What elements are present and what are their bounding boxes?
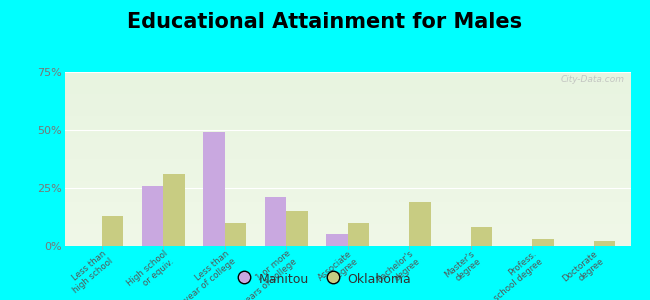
Bar xyxy=(471,227,492,246)
Bar xyxy=(532,239,554,246)
Bar xyxy=(326,234,348,246)
Bar xyxy=(102,216,124,246)
Bar xyxy=(348,223,369,246)
Bar xyxy=(163,174,185,246)
Bar xyxy=(203,132,225,246)
Text: City-Data.com: City-Data.com xyxy=(561,76,625,85)
Text: Educational Attainment for Males: Educational Attainment for Males xyxy=(127,12,523,32)
Bar xyxy=(410,202,431,246)
Bar xyxy=(142,186,163,246)
Bar xyxy=(225,223,246,246)
Legend: Manitou, Oklahoma: Manitou, Oklahoma xyxy=(233,267,417,291)
Bar xyxy=(593,242,615,246)
Bar xyxy=(265,197,286,246)
Bar xyxy=(286,211,308,246)
